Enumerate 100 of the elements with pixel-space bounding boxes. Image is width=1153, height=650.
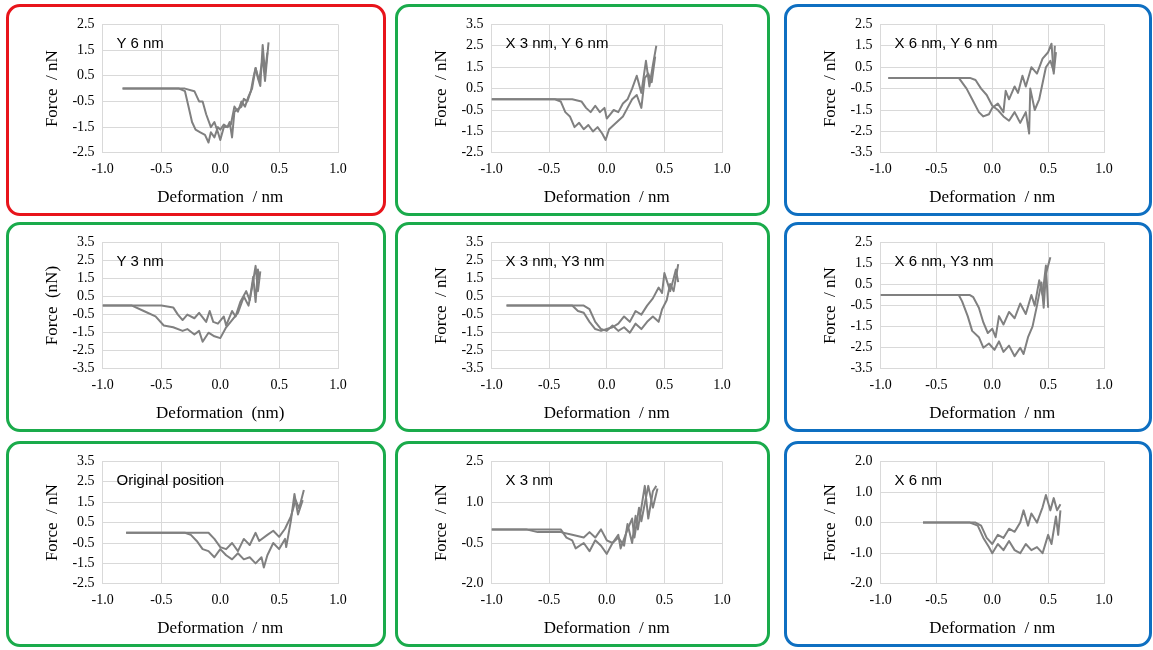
- y-tick-label: 2.5: [466, 37, 484, 53]
- y-tick-label: 1.5: [77, 493, 95, 509]
- x-tick-label: -1.0: [91, 591, 114, 607]
- x-tick-label: -0.5: [150, 160, 173, 176]
- x-tick-label: 0.0: [211, 376, 230, 392]
- x-tick-label: 0.5: [1039, 160, 1057, 176]
- y-tick-label: -2.5: [850, 339, 873, 355]
- y-tick-label: 1.5: [855, 255, 873, 271]
- y-tick-label: -1.5: [72, 555, 95, 571]
- y-tick-label: 0.0: [855, 514, 873, 530]
- x-tick-label: 1.0: [713, 591, 731, 607]
- x-tick-label: -0.5: [925, 160, 948, 176]
- y-axis-title: Force / nN: [819, 267, 839, 345]
- x-tick-label: 0.5: [655, 160, 674, 176]
- annotation: X 3 nm, Y 6 nm: [505, 34, 609, 52]
- x-tick-label: 1.0: [713, 376, 731, 392]
- y-tick-label: -1.5: [461, 123, 484, 139]
- x-tick-label: -1.0: [869, 591, 892, 607]
- y-tick-label: 0.5: [855, 276, 873, 292]
- x-tick-label: 0.0: [983, 591, 1002, 607]
- x-tick-label: 0.5: [1039, 591, 1057, 607]
- y-tick-label: -1.0: [850, 544, 873, 560]
- x-axis-title: Deformation / nm: [929, 403, 1056, 423]
- y-tick-label: -2.5: [461, 144, 484, 160]
- x-tick-label: 1.0: [1095, 160, 1113, 176]
- y-axis-title: Force / nN: [41, 484, 61, 562]
- y-tick-label: -3.5: [850, 360, 873, 376]
- x-axis-title: Deformation / nm: [157, 618, 284, 638]
- y-axis-title: Force / nN: [430, 267, 450, 345]
- y-axis-title: Force / nN: [819, 50, 839, 128]
- y-tick-label: -0.5: [461, 101, 484, 117]
- x-axis-title: Deformation / nm: [543, 187, 670, 207]
- x-tick-label: 1.0: [329, 376, 347, 392]
- x-tick-label: -1.0: [480, 160, 503, 176]
- x-tick-label: 0.5: [655, 376, 674, 392]
- annotation: Y 6 nm: [116, 34, 164, 52]
- y-tick-label: -1.5: [850, 101, 873, 117]
- y-tick-label: 1.5: [466, 58, 484, 74]
- x-tick-label: -1.0: [480, 376, 503, 392]
- y-tick-label: 2.5: [855, 16, 873, 32]
- y-tick-label: 3.5: [77, 453, 95, 469]
- x-axis-title: Deformation / nm: [543, 618, 670, 638]
- y-tick-label: 2.5: [77, 252, 95, 268]
- y-tick-label: -3.5: [850, 144, 873, 160]
- y-tick-label: -2.5: [72, 342, 95, 358]
- y-tick-label: -3.5: [72, 360, 95, 376]
- y-tick-label: 3.5: [466, 16, 484, 32]
- y-tick-label: -2.5: [72, 144, 95, 160]
- x-tick-label: -0.5: [925, 376, 948, 392]
- x-tick-label: -0.5: [538, 591, 561, 607]
- y-tick-label: -0.5: [72, 306, 95, 322]
- y-tick-label: -0.5: [72, 534, 95, 550]
- x-axis-title: Deformation / nm: [543, 403, 670, 423]
- y-tick-label: 0.5: [77, 67, 95, 83]
- y-axis-title: Force / nN: [430, 50, 450, 128]
- x-axis-title: Deformation / nm: [929, 618, 1056, 638]
- x-tick-label: 0.0: [983, 160, 1002, 176]
- y-tick-label: 0.5: [466, 288, 484, 304]
- y-tick-label: -1.5: [72, 118, 95, 134]
- x-tick-label: 1.0: [329, 160, 347, 176]
- y-tick-label: 2.0: [855, 453, 873, 469]
- annotation: Original position: [116, 471, 225, 489]
- y-tick-label: -0.5: [850, 297, 873, 313]
- x-axis-title: Deformation / nm: [157, 187, 284, 207]
- y-tick-label: 3.5: [77, 234, 95, 250]
- y-tick-label: -0.5: [850, 80, 873, 96]
- y-tick-label: -1.5: [72, 324, 95, 340]
- x-tick-label: 0.0: [598, 591, 616, 607]
- y-tick-label: 0.5: [466, 80, 484, 96]
- y-tick-label: 1.5: [77, 270, 95, 286]
- y-tick-label: 1.5: [77, 41, 95, 57]
- x-tick-label: 0.5: [270, 376, 288, 392]
- y-tick-label: 1.0: [466, 493, 484, 509]
- y-tick-label: -2.5: [850, 123, 873, 139]
- y-axis-title: Force / nN: [819, 484, 839, 562]
- x-tick-label: -1.0: [91, 376, 114, 392]
- x-tick-label: -1.0: [480, 591, 503, 607]
- x-tick-label: -0.5: [538, 376, 561, 392]
- y-tick-label: 1.5: [855, 37, 873, 53]
- x-tick-label: 0.5: [1039, 376, 1057, 392]
- y-tick-label: -0.5: [461, 534, 484, 550]
- y-tick-label: 0.5: [855, 58, 873, 74]
- x-tick-label: -0.5: [150, 591, 173, 607]
- y-tick-label: 0.5: [77, 514, 95, 530]
- y-tick-label: 2.5: [77, 473, 95, 489]
- y-axis-title: Force / nN: [41, 50, 61, 128]
- y-tick-label: -3.5: [461, 360, 484, 376]
- x-tick-label: 0.5: [270, 591, 288, 607]
- y-tick-label: -2.5: [72, 575, 95, 591]
- annotation: X 3 nm, Y3 nm: [505, 252, 605, 270]
- x-tick-label: 1.0: [1095, 376, 1113, 392]
- y-tick-label: -1.5: [850, 318, 873, 334]
- annotation: X 3 nm: [505, 471, 554, 489]
- y-tick-label: -1.5: [461, 324, 484, 340]
- x-tick-label: -0.5: [150, 376, 173, 392]
- y-tick-label: -2.0: [461, 575, 484, 591]
- x-tick-label: 0.0: [598, 376, 616, 392]
- x-tick-label: 0.5: [270, 160, 288, 176]
- y-tick-label: 1.0: [855, 483, 873, 499]
- x-tick-label: 0.5: [655, 591, 674, 607]
